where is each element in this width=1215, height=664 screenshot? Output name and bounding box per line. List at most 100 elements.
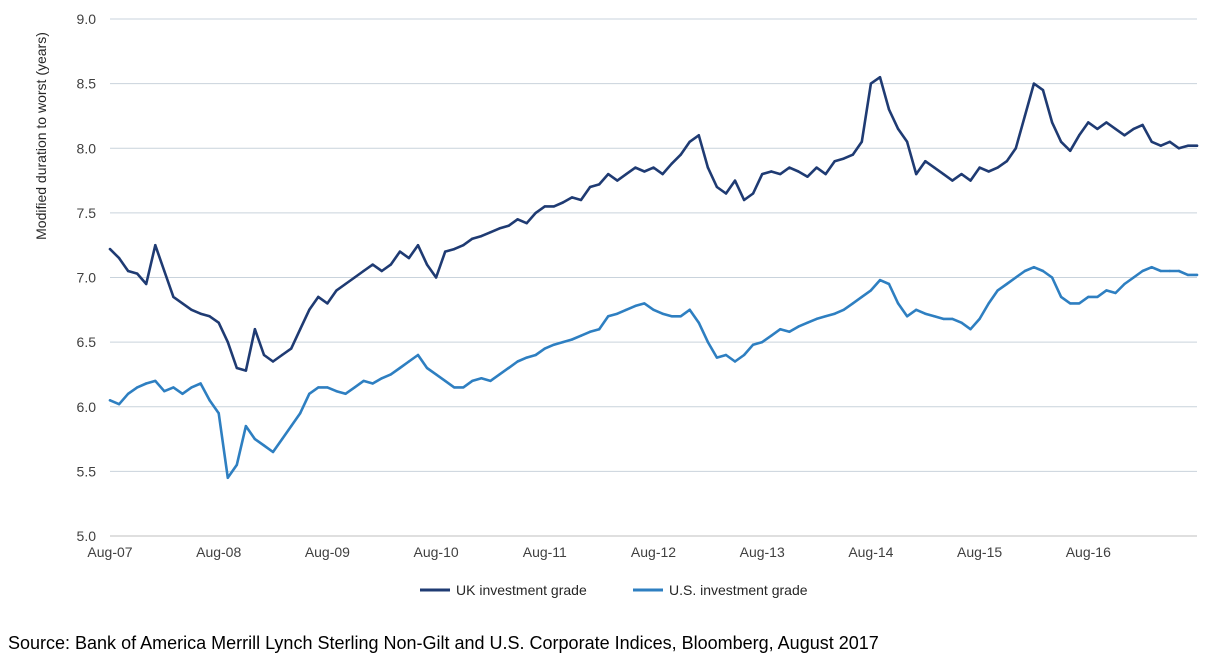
data-point (1132, 127, 1135, 131)
data-point (878, 278, 882, 282)
data-point (779, 172, 782, 176)
data-point (996, 166, 999, 169)
data-point (444, 379, 447, 383)
y-axis-ticks: 5.0 5.5 6.0 6.5 7.0 7.5 8.0 8.5 9.0 (77, 11, 97, 544)
data-point (108, 399, 112, 402)
data-point (380, 377, 383, 380)
data-point (579, 334, 583, 337)
gridlines (110, 18, 1197, 537)
data-point (507, 224, 510, 227)
data-point (643, 170, 646, 173)
x-tick-label: Aug-15 (957, 544, 1002, 560)
data-point (226, 340, 229, 344)
data-point (453, 386, 456, 389)
data-point (425, 263, 429, 266)
data-point (724, 192, 728, 195)
data-point (1114, 291, 1117, 295)
data-point (869, 82, 873, 85)
data-point (588, 185, 592, 189)
data-point (1159, 269, 1163, 273)
data-point (851, 153, 854, 156)
data-point (253, 437, 257, 441)
data-point (317, 386, 320, 389)
data-point (280, 437, 284, 441)
data-point (262, 353, 266, 357)
data-point (670, 315, 673, 318)
data-point (1168, 269, 1172, 273)
data-point (308, 308, 311, 311)
data-point (353, 386, 356, 389)
data-point (842, 157, 845, 160)
data-point (561, 340, 565, 344)
data-point (942, 317, 945, 321)
data-point (244, 424, 248, 428)
data-point (878, 76, 882, 79)
data-point (797, 170, 800, 173)
data-point (290, 424, 293, 428)
data-point (154, 244, 157, 247)
x-tick-label: Aug-14 (848, 544, 893, 560)
data-point (1032, 266, 1036, 269)
data-point (271, 450, 275, 454)
series-line (108, 75, 1199, 372)
data-point (1096, 295, 1099, 299)
data-point (661, 312, 664, 315)
data-point (525, 222, 528, 225)
data-point (1114, 127, 1117, 131)
y-tick-label: 8.5 (77, 76, 97, 92)
data-point (489, 379, 492, 383)
data-point (407, 360, 411, 363)
data-point (163, 269, 166, 273)
data-point (145, 382, 148, 385)
data-point (1195, 273, 1199, 277)
data-point (770, 170, 773, 173)
data-point (978, 166, 981, 169)
data-point (561, 201, 565, 204)
series-line (108, 265, 1199, 480)
data-point (751, 192, 755, 195)
data-point (1195, 144, 1199, 147)
y-tick-label: 6.5 (77, 334, 97, 350)
data-point (1014, 276, 1017, 279)
data-point (136, 386, 139, 389)
data-point (552, 343, 556, 346)
data-point (136, 272, 139, 275)
data-point (172, 295, 175, 299)
data-point (1087, 295, 1090, 299)
data-point (887, 108, 891, 111)
x-tick-label: Aug-16 (1066, 544, 1111, 560)
data-point (742, 198, 746, 202)
data-point (860, 295, 863, 299)
data-point (869, 289, 873, 292)
data-point (951, 317, 954, 321)
x-tick-label: Aug-10 (414, 544, 459, 560)
data-point (1059, 295, 1063, 299)
data-point (208, 315, 211, 318)
legend-label-uk: UK investment grade (456, 582, 587, 598)
data-point (108, 247, 112, 251)
x-tick-label: Aug-11 (523, 544, 567, 560)
data-point (788, 330, 791, 333)
data-point (1078, 302, 1081, 305)
data-point (480, 377, 483, 380)
data-point (1096, 127, 1099, 131)
data-point (534, 353, 537, 357)
data-point (1032, 82, 1036, 85)
data-point (471, 237, 474, 240)
data-point (434, 276, 438, 279)
data-point (1159, 144, 1163, 147)
data-point (1177, 269, 1181, 273)
data-point (181, 302, 184, 305)
data-point (262, 444, 266, 447)
data-point (1105, 289, 1108, 292)
data-point (851, 302, 854, 305)
data-point (1050, 276, 1054, 279)
data-point (652, 308, 655, 311)
data-point (280, 353, 284, 357)
data-point (1186, 273, 1190, 277)
data-point (389, 263, 392, 266)
data-point (788, 166, 791, 169)
data-point (679, 315, 682, 318)
data-point (353, 276, 356, 279)
data-point (806, 175, 809, 178)
